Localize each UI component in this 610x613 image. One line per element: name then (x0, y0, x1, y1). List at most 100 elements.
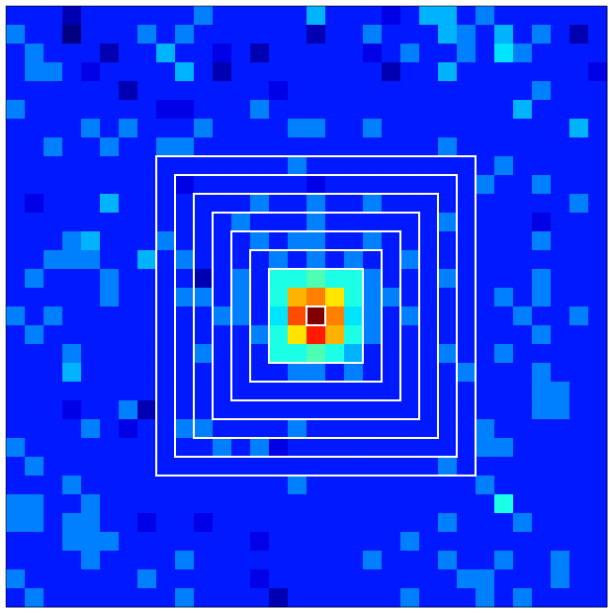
heatmap-cell (137, 438, 156, 457)
heatmap-cell (194, 62, 213, 81)
heatmap-cell (81, 457, 100, 476)
heatmap-cell (551, 6, 570, 25)
heatmap-cell (363, 231, 382, 250)
heatmap-cell (137, 269, 156, 288)
heatmap-cell (44, 231, 63, 250)
heatmap-cell (457, 81, 476, 100)
heatmap-cell (438, 588, 457, 607)
heatmap-cell (363, 494, 382, 513)
heatmap-cell (213, 344, 232, 363)
heatmap-cell (457, 194, 476, 213)
heatmap-cell (513, 400, 532, 419)
heatmap-cell (532, 250, 551, 269)
heatmap-cell (400, 344, 419, 363)
heatmap-cell (588, 175, 607, 194)
heatmap-cell (363, 137, 382, 156)
heatmap-cell (81, 382, 100, 401)
heatmap-cell (100, 44, 119, 63)
heatmap-cell (382, 476, 401, 495)
heatmap-cell (419, 363, 438, 382)
heatmap-cell (494, 400, 513, 419)
heatmap-cell (382, 325, 401, 344)
heatmap-cell (288, 44, 307, 63)
heatmap-cell (382, 307, 401, 326)
heatmap-cell (44, 250, 63, 269)
heatmap-cell (269, 81, 288, 100)
heatmap-cell (400, 250, 419, 269)
heatmap-cell (400, 325, 419, 344)
heatmap-cell (476, 44, 495, 63)
heatmap-cell (569, 438, 588, 457)
heatmap-cell (288, 175, 307, 194)
heatmap-cell (438, 569, 457, 588)
heatmap-cell (457, 438, 476, 457)
heatmap-cell (194, 457, 213, 476)
heatmap-cell (269, 100, 288, 119)
heatmap-cell (100, 494, 119, 513)
heatmap-cell (175, 231, 194, 250)
heatmap-cell (476, 382, 495, 401)
heatmap-cell (400, 513, 419, 532)
heatmap-cell (344, 25, 363, 44)
heatmap-cell (100, 438, 119, 457)
heatmap-cell (419, 588, 438, 607)
heatmap-cell (569, 551, 588, 570)
heatmap-cell (269, 438, 288, 457)
heatmap-cell (513, 231, 532, 250)
heatmap-cell (382, 551, 401, 570)
heatmap-cell (513, 438, 532, 457)
heatmap-cell (6, 588, 25, 607)
heatmap-cell (438, 532, 457, 551)
heatmap-cell (269, 175, 288, 194)
heatmap-cell (363, 156, 382, 175)
heatmap-cell (307, 569, 326, 588)
heatmap-cell (288, 25, 307, 44)
heatmap-cell (213, 213, 232, 232)
heatmap-cell (288, 269, 307, 288)
heatmap-cell (513, 569, 532, 588)
heatmap-cell (62, 532, 81, 551)
heatmap-cell (325, 213, 344, 232)
heatmap-cell (307, 231, 326, 250)
heatmap-cell (213, 438, 232, 457)
heatmap-cell (344, 307, 363, 326)
heatmap-cell (382, 137, 401, 156)
heatmap-cell (400, 25, 419, 44)
heatmap-cell (100, 382, 119, 401)
heatmap-cell (513, 137, 532, 156)
heatmap-cell (44, 419, 63, 438)
heatmap-cell (269, 213, 288, 232)
heatmap-cell (438, 344, 457, 363)
heatmap-cell (194, 213, 213, 232)
heatmap-cell (532, 400, 551, 419)
heatmap-cell (344, 250, 363, 269)
heatmap-cell (307, 588, 326, 607)
heatmap-cell (6, 175, 25, 194)
heatmap-cell (457, 25, 476, 44)
heatmap-cell (231, 344, 250, 363)
heatmap-cell (25, 419, 44, 438)
heatmap-cell (494, 307, 513, 326)
heatmap-cell (119, 551, 138, 570)
heatmap-cell (194, 476, 213, 495)
heatmap-cell (476, 419, 495, 438)
heatmap-cell (194, 194, 213, 213)
heatmap-cell (494, 457, 513, 476)
heatmap-cell (100, 551, 119, 570)
heatmap-cell (269, 476, 288, 495)
heatmap-cell (6, 44, 25, 63)
heatmap-cell (175, 457, 194, 476)
heatmap-cell (457, 400, 476, 419)
heatmap-cell (62, 382, 81, 401)
heatmap-cell (44, 569, 63, 588)
heatmap-cell (175, 62, 194, 81)
heatmap-cell (307, 100, 326, 119)
heatmap-cell (156, 476, 175, 495)
heatmap-cell (307, 419, 326, 438)
heatmap-cell (100, 419, 119, 438)
heatmap-cell (156, 194, 175, 213)
heatmap-cell (325, 400, 344, 419)
heatmap-cell (551, 250, 570, 269)
heatmap-cell (438, 307, 457, 326)
heatmap-cell (532, 119, 551, 138)
